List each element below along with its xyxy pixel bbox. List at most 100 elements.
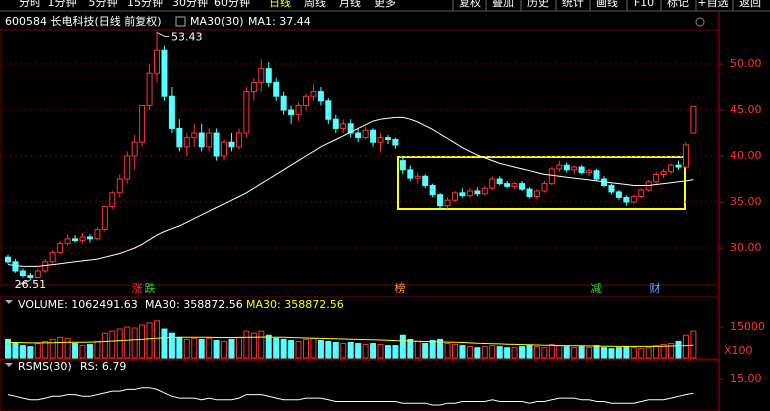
candle-body: [519, 183, 526, 190]
toolbar-button[interactable]: 统计: [562, 0, 584, 9]
volume-bar: [265, 334, 272, 359]
tab[interactable]: 1分钟: [48, 0, 77, 9]
volume-bar: [571, 347, 578, 359]
settings-box[interactable]: [175, 16, 186, 27]
candle-body: [12, 261, 19, 272]
tab[interactable]: 15分钟: [127, 0, 163, 9]
rs-line: [7, 387, 694, 406]
candle-body: [608, 184, 615, 193]
y-tick-label: 15.00: [730, 372, 762, 385]
volume-bar: [437, 338, 444, 359]
volume-bar: [280, 338, 287, 359]
candle-body: [474, 190, 481, 195]
volume-bar: [5, 338, 11, 359]
candle-body: [213, 132, 220, 157]
candle-body: [452, 192, 458, 201]
candle-body: [355, 132, 362, 139]
candle-body: [533, 190, 540, 198]
candle-body: [459, 192, 466, 197]
volume-bar: [86, 344, 93, 359]
tab[interactable]: 更多: [374, 0, 396, 9]
event-marker[interactable]: 涨: [132, 282, 143, 295]
tab[interactable]: 60分钟: [214, 0, 250, 9]
candle-body: [57, 242, 64, 254]
highlight-box: [397, 156, 686, 210]
candle-body: [384, 137, 391, 140]
tab[interactable]: 月线: [339, 0, 361, 9]
volume-bar: [377, 344, 384, 359]
volume-bar: [422, 343, 429, 359]
candle-body: [325, 100, 332, 120]
volume-bar: [79, 345, 86, 359]
candle-body: [615, 191, 622, 198]
candle-body: [295, 104, 302, 116]
annotation: 53.43: [171, 30, 203, 43]
volume-bar: [42, 340, 49, 359]
toolbar-button[interactable]: 返回: [739, 0, 761, 9]
tab[interactable]: 日线: [269, 0, 291, 9]
tab[interactable]: 30分钟: [172, 0, 208, 9]
volume-bar: [161, 328, 168, 359]
volume-bar: [94, 340, 101, 359]
candle-body: [124, 155, 131, 180]
event-marker[interactable]: 减: [591, 282, 602, 295]
toolbar-button[interactable]: 标记: [667, 0, 689, 9]
volume-bar: [533, 346, 540, 359]
candle-body: [146, 72, 153, 106]
volume-bar: [481, 346, 488, 359]
volume-bar: [101, 332, 108, 359]
tab[interactable]: 5分钟: [89, 0, 118, 9]
candle-body: [407, 169, 414, 179]
toolbar-button[interactable]: +自选: [697, 0, 728, 9]
event-marker[interactable]: 财: [650, 281, 661, 295]
candle-body: [653, 173, 660, 183]
candle-body: [101, 206, 108, 231]
candle-body: [571, 166, 578, 171]
volume-bar: [586, 347, 593, 359]
toolbar-button[interactable]: 历史: [527, 0, 549, 9]
volume-bar: [526, 345, 533, 359]
volume-bar: [675, 340, 682, 359]
candle-body: [548, 168, 555, 185]
volume-bar: [64, 337, 71, 359]
annotation-pointer: [18, 279, 31, 285]
volume-bar: [57, 336, 64, 359]
volume-bar: [556, 345, 563, 359]
candle-body: [154, 49, 160, 74]
toolbar-button[interactable]: F10: [634, 0, 654, 9]
volume-bar: [392, 345, 399, 359]
panel-icon[interactable]: [695, 17, 705, 27]
volume-bar: [213, 339, 220, 359]
y-tick-label: 15000: [730, 320, 765, 333]
event-marker[interactable]: 榜: [395, 281, 406, 295]
volume-bar: [615, 347, 622, 359]
tab[interactable]: 分时: [19, 0, 41, 9]
candle-body: [541, 183, 548, 192]
volume-bar: [139, 324, 146, 359]
volume-bar: [519, 346, 526, 359]
annotation: 26.51: [15, 278, 47, 291]
volume-bar: [452, 344, 458, 359]
volume-unit: X100: [724, 344, 753, 357]
tab[interactable]: 周线: [304, 0, 326, 9]
toolbar-button[interactable]: 画线: [596, 0, 618, 9]
volume-bar: [176, 336, 183, 359]
candle-body: [42, 261, 49, 272]
candle-body: [392, 138, 399, 146]
candle-body: [109, 192, 116, 208]
candle-body: [414, 175, 421, 179]
candle-body: [429, 184, 436, 196]
candle-body: [638, 189, 645, 198]
ma-line: [7, 116, 694, 267]
candle-body: [228, 141, 235, 148]
candle-body: [362, 129, 369, 139]
candle-body: [496, 178, 503, 185]
candle-body: [310, 91, 317, 97]
candle-body: [511, 183, 518, 187]
event-marker[interactable]: 跌: [145, 281, 156, 295]
toolbar-button[interactable]: 复权: [459, 0, 481, 9]
volume-bar: [638, 348, 645, 359]
volume-bar: [384, 345, 391, 359]
toolbar-button[interactable]: 叠加: [492, 0, 514, 9]
candle-body: [258, 68, 265, 83]
